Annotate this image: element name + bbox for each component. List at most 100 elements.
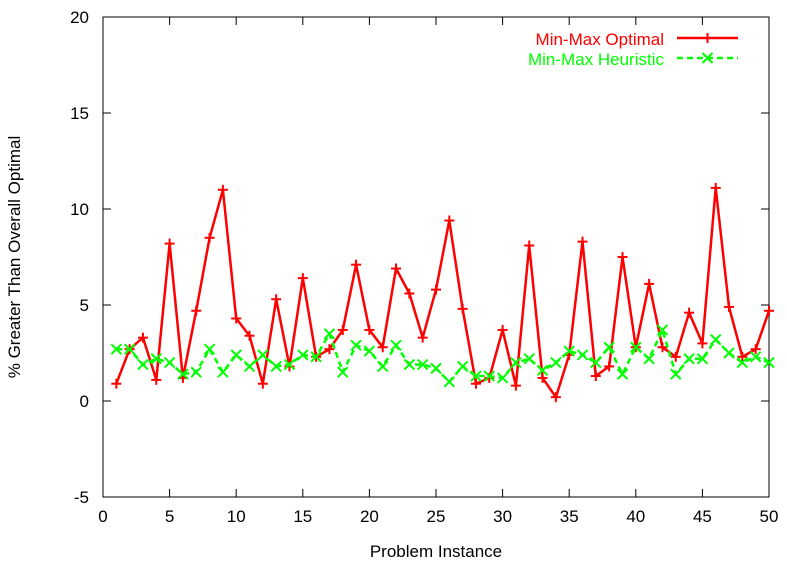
x-tick-label: 20 (360, 507, 379, 526)
y-axis-title: % Greater Than Overall Optimal (5, 136, 24, 379)
x-tick-label: 30 (493, 507, 512, 526)
data-point (684, 307, 695, 318)
data-point (283, 358, 296, 371)
x-tick-label: 45 (693, 507, 712, 526)
data-point (456, 360, 469, 373)
x-tick-label: 5 (165, 507, 174, 526)
y-tick-label: 15 (70, 104, 89, 123)
data-point (696, 353, 709, 365)
data-point (391, 263, 402, 274)
data-point (337, 366, 349, 378)
y-tick-label: -5 (74, 488, 89, 507)
series-min-max-optimal (111, 182, 774, 403)
data-point (763, 356, 775, 369)
data-point (217, 184, 228, 195)
data-point (351, 259, 362, 270)
x-tick-label: 10 (227, 507, 246, 526)
data-point (457, 303, 468, 314)
legend-marker-min-max-heuristic (701, 52, 714, 64)
data-point (163, 356, 176, 369)
data-point (603, 341, 615, 353)
plot-frame (102, 16, 770, 498)
data-point (604, 361, 615, 372)
data-point (377, 360, 389, 373)
x-tick-label: 50 (760, 507, 779, 526)
x-tick-label: 15 (293, 507, 312, 526)
data-point (284, 361, 295, 372)
data-point (590, 356, 602, 369)
data-point (257, 349, 269, 361)
data-point (764, 305, 774, 316)
y-tick-label: 5 (80, 296, 89, 315)
data-point (377, 342, 388, 353)
data-point (737, 351, 748, 362)
data-point (123, 343, 136, 355)
data-point (310, 351, 322, 363)
axis-ticks (102, 16, 770, 498)
data-point (191, 305, 202, 316)
data-point (670, 368, 682, 380)
data-point (724, 301, 735, 312)
data-point (496, 372, 509, 384)
legend: Min-Max Optimal Min-Max Heuristic (528, 30, 738, 69)
data-point (616, 368, 629, 380)
data-point (484, 372, 495, 383)
data-point (431, 284, 441, 295)
x-tick-label: 25 (427, 507, 446, 526)
data-point (177, 368, 189, 380)
data-point (137, 358, 149, 371)
data-point (350, 339, 362, 352)
legend-label-min-max-heuristic: Min-Max Heuristic (528, 50, 665, 69)
y-tick-label: 20 (70, 8, 89, 27)
data-point (203, 343, 216, 355)
data-point (231, 313, 242, 324)
legend-point (701, 52, 714, 64)
data-point (270, 360, 282, 373)
y-tick-label: 0 (80, 392, 89, 411)
tick-labels: 0 5 10 15 20 25 30 35 40 45 50 -5 0 5 10 15 20 (70, 8, 778, 526)
legend-label-min-max-optimal: Min-Max Optimal (536, 30, 664, 49)
x-tick-label: 40 (626, 507, 645, 526)
data-point (137, 332, 148, 343)
data-point (537, 372, 548, 383)
data-point (483, 370, 495, 382)
data-point (243, 360, 256, 373)
x-tick-label: 35 (560, 507, 579, 526)
data-point (204, 232, 215, 243)
data-point (217, 366, 229, 378)
x-tick-label: 0 (98, 507, 107, 526)
data-point (151, 374, 162, 385)
data-point (656, 324, 669, 336)
data-point (323, 328, 336, 340)
series-line-min-max-heuristic (116, 328, 770, 384)
data-point (536, 364, 549, 376)
data-point (750, 344, 761, 355)
data-point (550, 356, 562, 369)
legend-marker-min-max-optimal (702, 33, 713, 43)
data-point (577, 236, 588, 247)
data-point (590, 371, 601, 382)
data-point (510, 356, 522, 369)
data-point (403, 358, 416, 371)
data-point (230, 349, 242, 361)
series-layer (110, 182, 775, 403)
data-point (710, 333, 722, 346)
data-point (523, 353, 535, 365)
data-point (363, 345, 376, 357)
series-min-max-heuristic (110, 324, 775, 388)
data-point (416, 358, 429, 371)
data-point (297, 349, 309, 361)
data-point (364, 324, 375, 335)
data-point (510, 380, 521, 391)
data-point (643, 353, 655, 365)
legend-point (702, 33, 713, 43)
data-point (683, 353, 695, 365)
data-point (111, 378, 122, 389)
data-point (550, 392, 561, 403)
data-point (657, 342, 668, 353)
data-point (617, 252, 628, 262)
data-point (497, 324, 508, 335)
data-point (324, 344, 335, 355)
data-point (110, 343, 123, 355)
